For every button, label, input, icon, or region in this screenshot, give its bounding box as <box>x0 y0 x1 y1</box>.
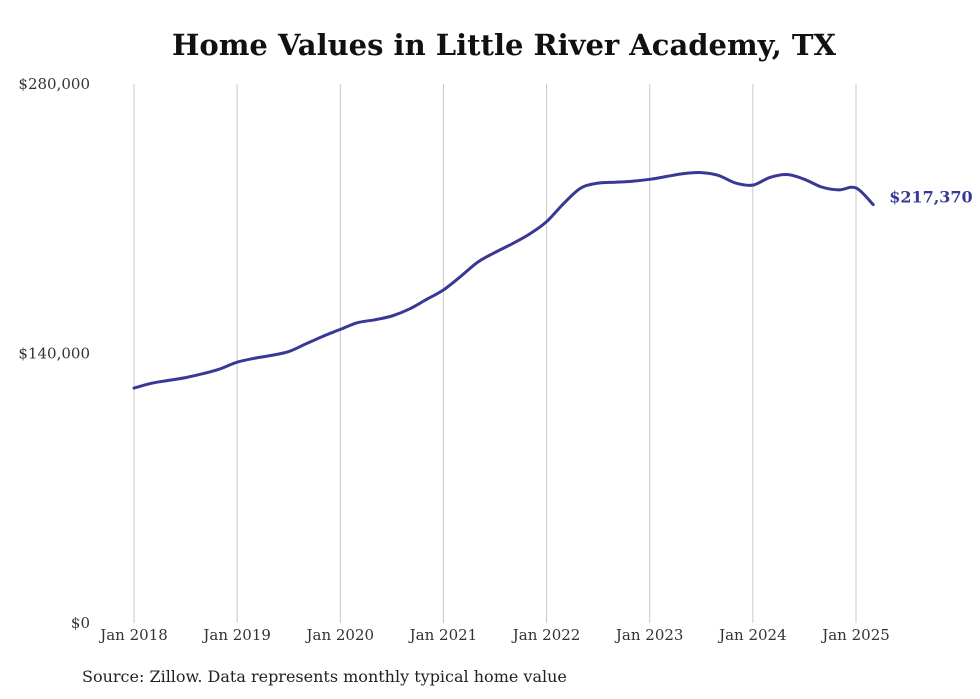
x-tick-label: Jan 2019 <box>201 626 271 644</box>
x-tick-label: Jan 2024 <box>717 626 787 644</box>
x-tick-label: Jan 2020 <box>305 626 375 644</box>
y-tick-label: $0 <box>71 614 90 632</box>
chart-source-note: Source: Zillow. Data represents monthly … <box>82 667 567 686</box>
x-tick-label: Jan 2025 <box>820 626 890 644</box>
series-line <box>132 170 875 390</box>
series-layer: $217,370 <box>132 170 973 390</box>
x-axis: Jan 2018 Jan 2019 Jan 2020 Jan 2021 Jan 2022… <box>98 626 890 644</box>
x-tick-label: Jan 2023 <box>614 626 684 644</box>
grid-lines <box>133 84 857 623</box>
y-tick-label: $280,000 <box>18 75 90 93</box>
x-tick-label: Jan 2022 <box>511 626 581 644</box>
end-value-label: $217,370 <box>889 188 973 207</box>
chart-title: Home Values in Little River Academy, TX <box>171 28 837 62</box>
y-axis: $0 $140,000 $280,000 <box>18 75 90 632</box>
x-tick-label: Jan 2018 <box>98 626 168 644</box>
y-tick-label: $140,000 <box>18 345 90 363</box>
x-tick-label: Jan 2021 <box>408 626 478 644</box>
